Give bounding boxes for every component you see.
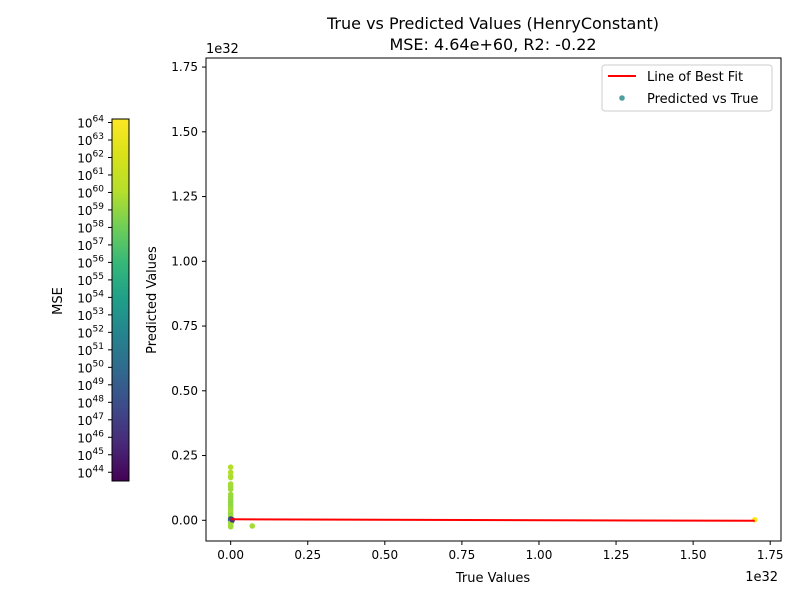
x-axis-ticks: 0.00 0.25 0.50 0.75 1.00 1.25 1.50 1.75	[217, 541, 784, 562]
colorbar-tick-label: 1056	[77, 254, 104, 270]
x-tick-label: 1.75	[757, 548, 784, 562]
y-tick-label: 1.25	[171, 190, 198, 204]
data-point	[249, 523, 256, 529]
y-axis-ticks: 0.00 0.25 0.50 0.75 1.00 1.25 1.50 1.75	[171, 60, 206, 527]
y-tick-label: 0.75	[171, 319, 198, 333]
y-offset-label: 1e32	[206, 42, 239, 57]
x-tick-label: 1.25	[603, 548, 630, 562]
legend: Line of Best Fit Predicted vs True	[601, 64, 773, 112]
x-tick-label: 0.00	[217, 548, 244, 562]
chart-subtitle: MSE: 4.64e+60, R2: -0.22	[389, 35, 596, 54]
x-tick-label: 0.75	[449, 548, 476, 562]
colorbar-tick-label: 1057	[77, 237, 104, 253]
colorbar-tick-label: 1062	[77, 149, 104, 165]
colorbar-tick-label: 1048	[77, 394, 104, 410]
x-tick-label: 0.25	[294, 548, 321, 562]
x-offset-label: 1e32	[745, 570, 778, 585]
y-tick-label: 0.00	[171, 513, 198, 527]
colorbar-tick-label: 1055	[77, 272, 104, 288]
colorbar-tick-label: 1045	[77, 447, 104, 463]
colorbar-tick-label: 1054	[77, 289, 104, 305]
colorbar-label: MSE	[51, 287, 66, 315]
colorbar-tick-label: 1064	[77, 114, 104, 130]
data-point	[227, 486, 234, 493]
plot-area-frame	[205, 57, 782, 542]
y-tick-label: 0.50	[171, 384, 198, 398]
data-point	[227, 523, 234, 530]
best-fit-line	[230, 518, 755, 522]
colorbar-tick-label: 1061	[77, 167, 104, 183]
colorbar-tick-label: 1058	[77, 219, 104, 235]
x-axis-label: True Values	[455, 571, 530, 586]
y-tick-label: 1.75	[171, 60, 198, 74]
colorbar-tick-label: 1059	[77, 202, 104, 218]
colorbar-tick-label: 1051	[77, 342, 104, 358]
x-tick-label: 1.00	[526, 548, 553, 562]
legend-marker-swatch	[619, 95, 625, 101]
colorbar-tick-label: 1047	[77, 412, 104, 428]
x-tick-label: 0.50	[371, 548, 398, 562]
legend-label-predicted: Predicted vs True	[647, 92, 758, 107]
x-tick-label: 1.50	[680, 548, 707, 562]
data-point	[227, 464, 234, 470]
colorbar-tick-label: 1063	[77, 132, 104, 148]
data-point	[227, 474, 234, 481]
legend-box	[601, 64, 773, 112]
y-tick-label: 0.25	[171, 449, 198, 463]
y-axis-label: Predicted Values	[145, 246, 160, 354]
data-point	[227, 469, 234, 476]
chart-title: True vs Predicted Values (HenryConstant)	[326, 14, 659, 33]
colorbar-tick-label: 1046	[77, 429, 104, 445]
colorbar-gradient	[111, 118, 130, 482]
colorbar-tick-label: 1050	[77, 359, 104, 375]
colorbar-tick-label: 1060	[77, 184, 104, 200]
colorbar-tick-label: 1044	[77, 464, 104, 480]
legend-label-best-fit: Line of Best Fit	[647, 70, 743, 85]
colorbar-tick-label: 1053	[77, 307, 104, 323]
colorbar-tick-label: 1049	[77, 377, 104, 393]
colorbar-tick-label: 1052	[77, 324, 104, 340]
y-tick-label: 1.00	[171, 254, 198, 268]
y-tick-label: 1.50	[171, 125, 198, 139]
